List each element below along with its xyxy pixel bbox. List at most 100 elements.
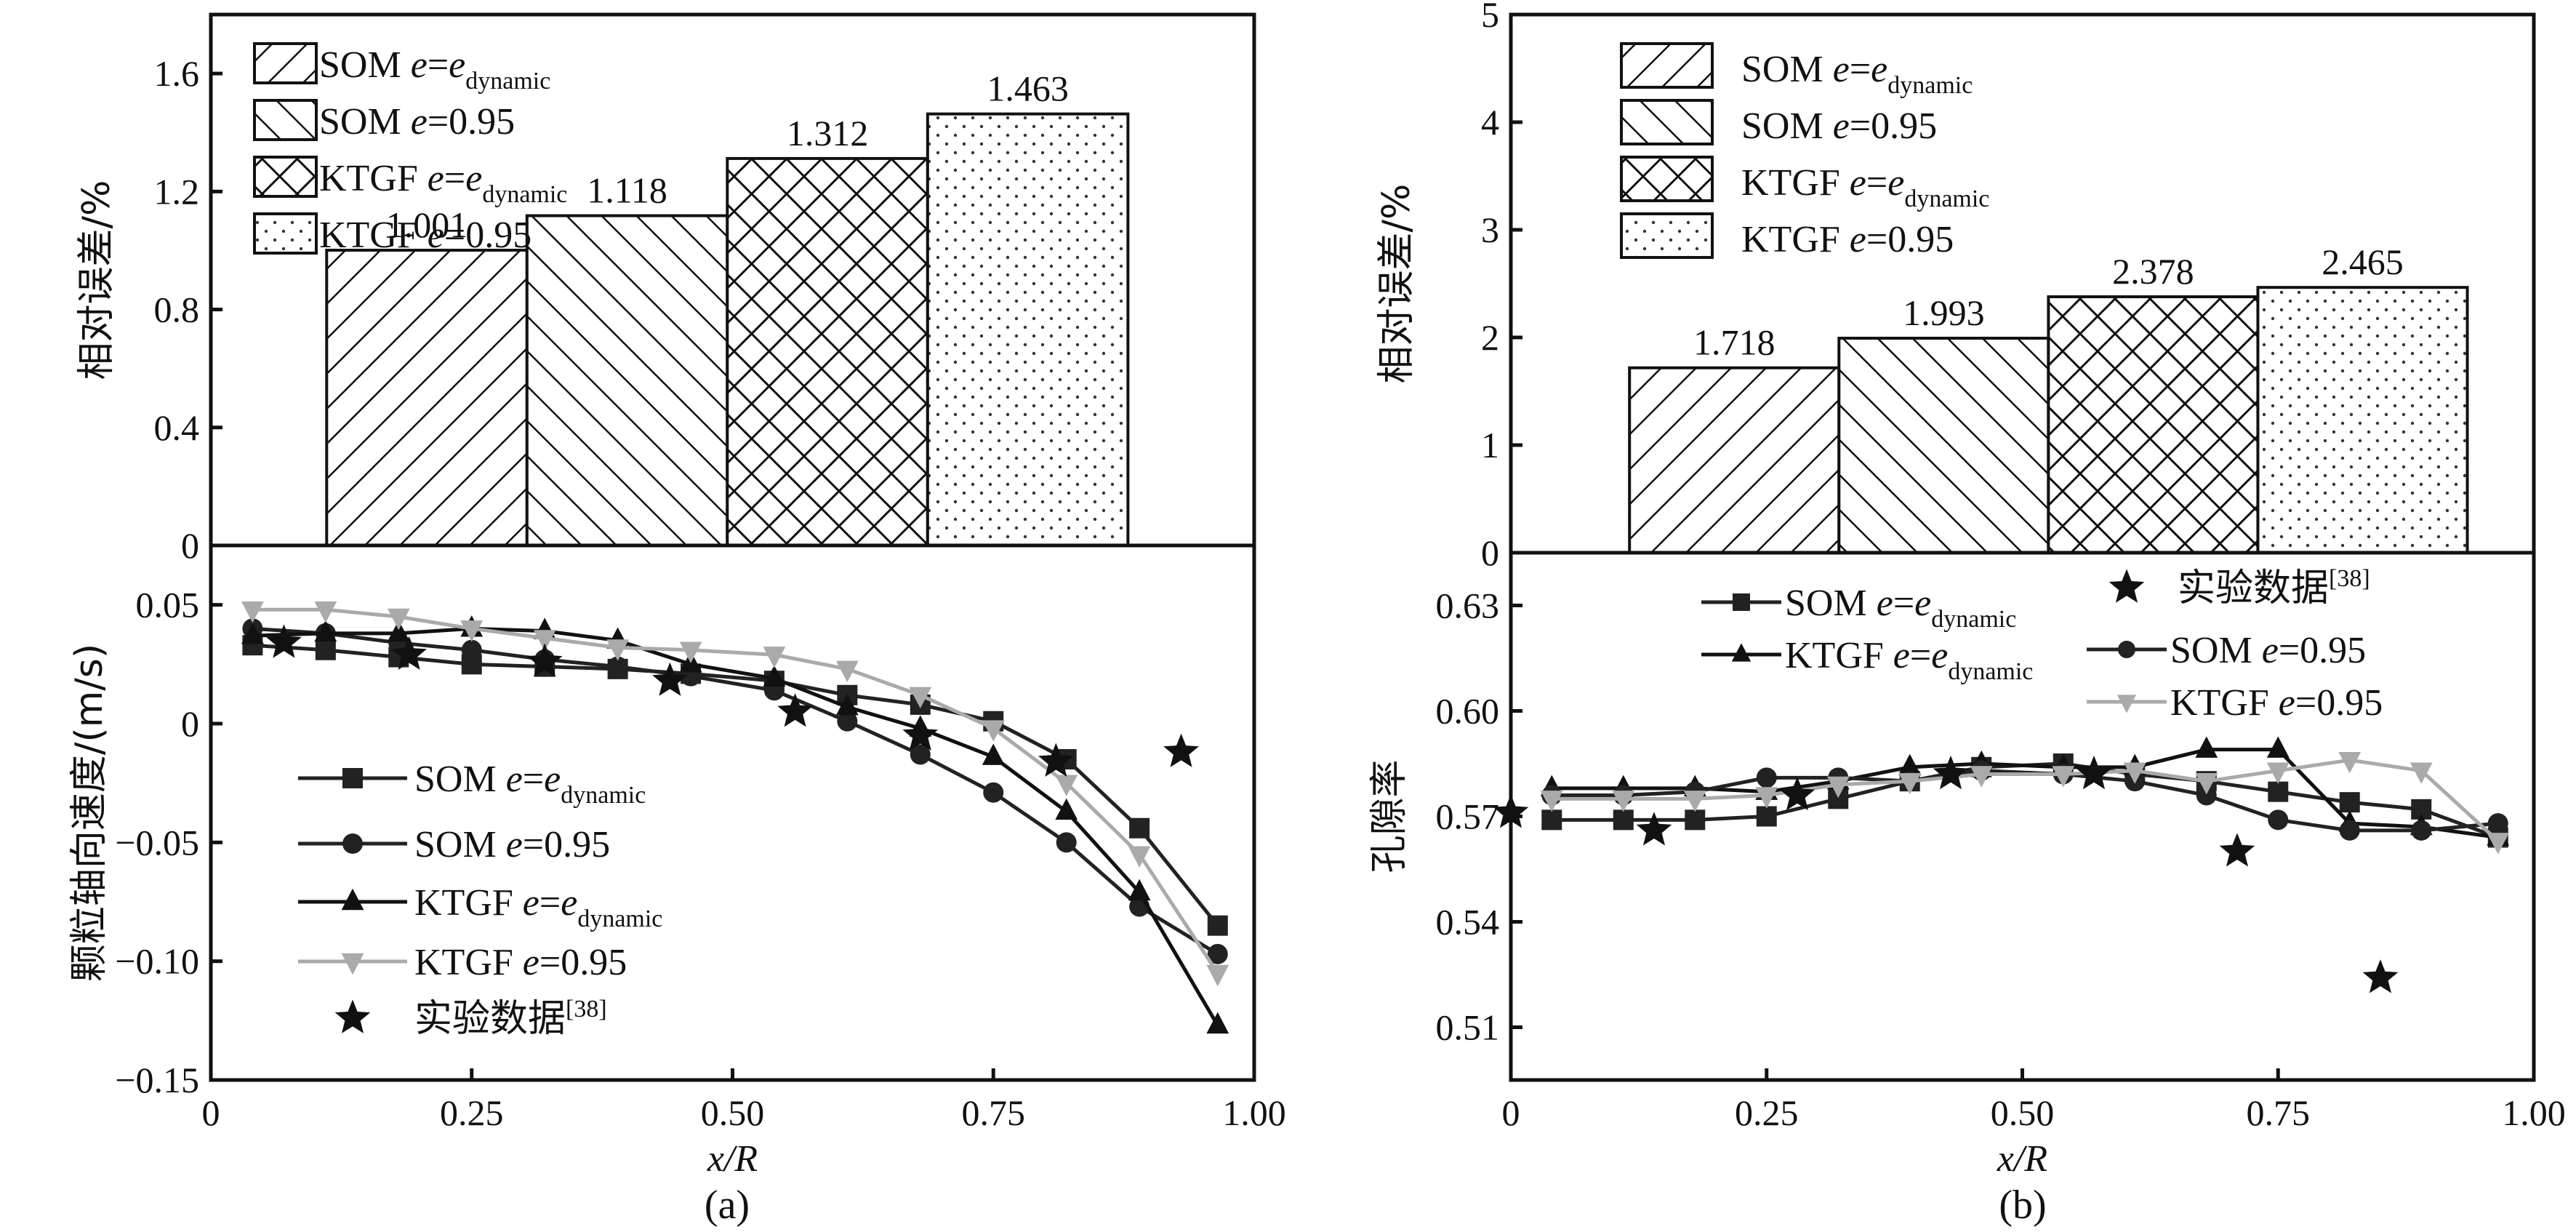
legend-marker-triangle-up [1731,643,1752,662]
data-point-triangle-down [460,620,483,642]
y-tick-label: 0.8 [154,289,200,330]
legend-label: KTGF e=edynamic [1785,635,2033,685]
caption-a: (a) [705,1183,750,1228]
experiment-point-star [266,624,302,658]
data-point-square [1207,915,1228,936]
legend-label: 实验数据[38] [414,996,607,1041]
legend-swatch [1620,156,1714,202]
data-point-circle [2268,809,2289,831]
data-point-square [2268,781,2289,802]
data-point-triangle-down [2338,751,2362,774]
y-tick-label: 5 [1481,0,1499,35]
legend-label: 实验数据[38] [2178,565,2370,610]
legend-label: KTGF e=edynamic [414,882,662,932]
legend-marker-triangle-down [2116,695,2137,713]
bar-value-label: 1.463 [987,68,1069,109]
series-line [252,643,1219,927]
data-point-triangle-up [1055,798,1078,820]
legend-label: SOM e=0.95 [319,101,515,143]
y-tick-label: −0.15 [115,1060,199,1100]
legend-marker-triangle-down [341,953,364,975]
data-point-circle [1056,832,1077,853]
experiment-point-star [1636,812,1672,846]
data-point-triangle-down [2123,762,2146,784]
series-line [252,607,1219,975]
x-tick-label: 0.25 [440,1092,504,1133]
legend-swatch [1620,212,1714,259]
x-tick-label: 0 [202,1092,220,1133]
data-point-triangle-down [1206,964,1229,987]
experiment-point-star [1779,776,1815,811]
data-point-triangle-down [2487,833,2510,855]
experiment-point-star [1038,743,1074,777]
y-tick-label: −0.05 [115,822,199,863]
legend-label: SOM e=0.95 [1741,105,1937,147]
bar [726,156,929,547]
data-point-square [1685,809,1706,831]
y-tick-label: 4 [1481,102,1499,143]
y-tick-label: 0.05 [136,585,200,625]
bar-value-label: 2.378 [2112,251,2194,292]
experiment-point-star [1933,755,1969,790]
bar [1628,366,1841,554]
data-point-triangle-down [1540,791,1563,812]
x-tick-label: 0 [1502,1092,1520,1133]
legend-swatch [1620,99,1714,145]
data-point-triangle-down [763,647,786,668]
data-point-circle [837,711,858,732]
data-point-triangle-up [763,665,786,687]
data-point-triangle-up [982,743,1005,765]
experiment-point-star [2362,959,2399,993]
data-point-triangle-down [1898,772,1922,795]
caption-b: (b) [1999,1183,2046,1228]
data-point-triangle-down [1055,775,1078,796]
data-point-triangle-up [835,693,859,716]
x-tick-label: 0.50 [1991,1092,2055,1133]
legend-label: KTGF e=0.95 [2170,682,2383,724]
y-tick-label: 1.2 [154,171,200,212]
data-point-circle [2487,813,2508,834]
data-point-triangle-up [387,620,410,642]
data-point-triangle-down [241,601,264,623]
data-point-square [2339,792,2360,813]
legend-marker-star [334,999,371,1033]
bar-value-label: 1.993 [1903,292,1985,333]
bar [2256,286,2469,554]
experiment-point-star [2219,833,2255,867]
experiment-point-star [2076,755,2112,790]
legend-label: KTGF e=0.95 [414,942,627,983]
bar [2047,295,2260,554]
data-point-triangle-down [2266,762,2290,784]
data-point-triangle-down [2410,762,2433,784]
data-point-square [1129,817,1150,839]
legend-marker-square [342,768,363,788]
data-point-circle [2411,820,2432,841]
x-tick-label: 0.50 [701,1092,765,1133]
data-point-triangle-down [909,687,932,708]
y-tick-label: 1.6 [154,53,200,94]
x-axis-label: x/R [1997,1138,2047,1180]
legend-label: KTGF e=0.95 [1741,219,1954,260]
data-point-triangle-up [241,622,264,644]
data-point-triangle-down [835,660,859,683]
data-point-circle [1756,767,1777,788]
legend-marker-circle [2118,641,2135,658]
bar-value-label: 2.465 [2322,241,2404,282]
legend-label: KTGF e=edynamic [1741,162,1989,212]
legend-swatch [253,212,318,255]
data-point-triangle-down [533,630,556,652]
chart-b-bottom: 0.51 0.54 0.57 0.60 0.63 孔隙率 0 0.25 0.50 0.75 1.00… [1368,551,2566,1180]
y-axis-label: 相对误差/% [1375,184,1419,384]
legend-marker-circle [342,833,363,854]
chart-a-top: 0 0.4 0.8 1.2 1.6 相对误差/% 1.001 1.118 1.312 1.463 S… [75,12,1256,566]
y-axis-label: 颗粒轴向速度/(m/s) [68,644,111,982]
data-point-circle [983,782,1004,803]
bar-value-label: 1.118 [587,170,667,211]
data-point-circle [910,744,931,765]
y-tick-label: 2 [1481,317,1499,358]
legend-label: SOM e=0.95 [2170,630,2366,671]
data-point-triangle-up [1898,753,1922,776]
x-tick-label: 0.25 [1735,1092,1799,1133]
data-point-triangle-down [314,601,337,623]
